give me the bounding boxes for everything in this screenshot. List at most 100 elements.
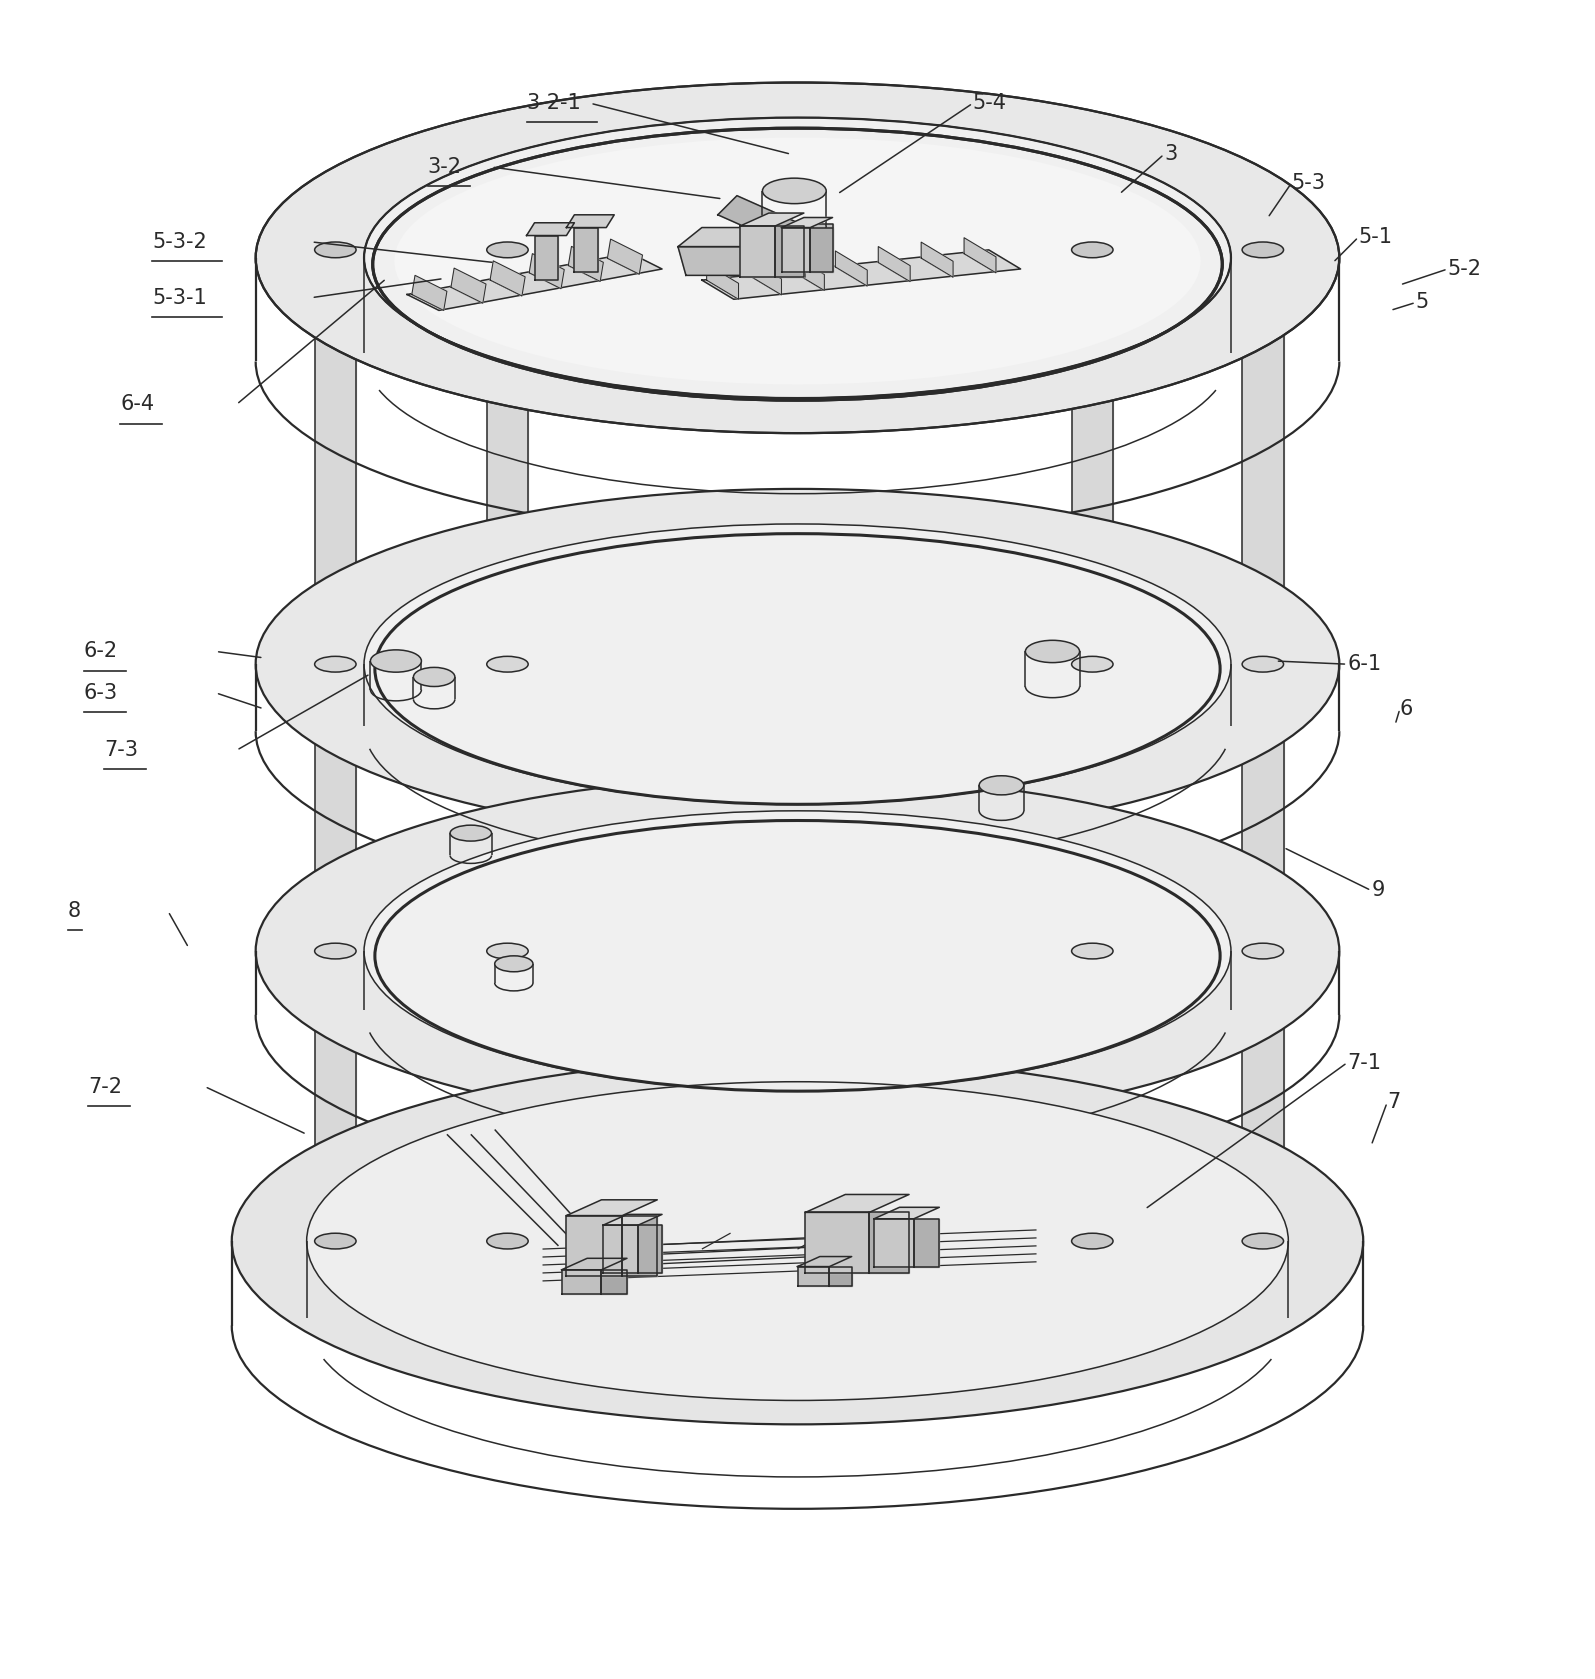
Ellipse shape <box>486 1232 528 1249</box>
Text: 7-1: 7-1 <box>1348 1053 1381 1073</box>
Polygon shape <box>702 250 1021 299</box>
Polygon shape <box>782 228 810 272</box>
Polygon shape <box>786 228 805 277</box>
Ellipse shape <box>486 944 528 959</box>
Text: 6-3: 6-3 <box>83 683 118 704</box>
Ellipse shape <box>494 955 533 972</box>
Polygon shape <box>608 238 643 274</box>
Ellipse shape <box>762 178 826 203</box>
Ellipse shape <box>255 776 1340 1127</box>
Polygon shape <box>530 254 565 289</box>
Polygon shape <box>805 1212 869 1273</box>
Text: 6-4: 6-4 <box>120 395 155 415</box>
Polygon shape <box>805 1194 909 1212</box>
Polygon shape <box>874 1219 914 1266</box>
Ellipse shape <box>231 1058 1364 1424</box>
Polygon shape <box>490 260 525 296</box>
Polygon shape <box>678 228 809 247</box>
Ellipse shape <box>486 656 528 672</box>
Text: 5-3: 5-3 <box>1292 173 1325 193</box>
Polygon shape <box>874 1207 939 1219</box>
Ellipse shape <box>255 489 1340 840</box>
Polygon shape <box>914 1219 939 1266</box>
Polygon shape <box>829 1266 852 1286</box>
Ellipse shape <box>1072 1232 1113 1249</box>
Polygon shape <box>561 1269 601 1295</box>
Polygon shape <box>601 1269 627 1295</box>
Polygon shape <box>486 250 528 1249</box>
Ellipse shape <box>1026 640 1080 663</box>
Polygon shape <box>740 213 804 227</box>
Polygon shape <box>798 1256 852 1266</box>
Ellipse shape <box>306 1081 1289 1400</box>
Ellipse shape <box>364 524 1231 804</box>
Text: 5-4: 5-4 <box>973 94 1006 112</box>
Polygon shape <box>678 247 790 275</box>
Polygon shape <box>707 264 738 299</box>
Ellipse shape <box>394 138 1201 384</box>
Polygon shape <box>412 275 447 311</box>
Text: 3: 3 <box>1164 144 1177 165</box>
Polygon shape <box>879 247 911 282</box>
Polygon shape <box>561 1258 627 1269</box>
Ellipse shape <box>1243 656 1284 672</box>
Polygon shape <box>638 1226 662 1273</box>
Text: 8: 8 <box>67 902 81 922</box>
Polygon shape <box>793 255 825 290</box>
Polygon shape <box>407 254 662 311</box>
Text: 7-3: 7-3 <box>104 740 139 761</box>
Polygon shape <box>963 238 995 272</box>
Text: 6-2: 6-2 <box>83 641 118 662</box>
Ellipse shape <box>364 811 1231 1091</box>
Ellipse shape <box>314 944 356 959</box>
Text: 7-2: 7-2 <box>88 1076 123 1096</box>
Polygon shape <box>798 1266 829 1286</box>
Polygon shape <box>568 247 603 282</box>
Polygon shape <box>566 215 614 228</box>
Polygon shape <box>869 1212 909 1273</box>
Polygon shape <box>810 228 833 272</box>
Ellipse shape <box>1243 1232 1284 1249</box>
Text: 5-3-1: 5-3-1 <box>152 287 207 307</box>
Ellipse shape <box>413 667 455 687</box>
Ellipse shape <box>370 650 421 672</box>
Text: 5: 5 <box>1416 292 1429 312</box>
Ellipse shape <box>314 242 356 259</box>
Polygon shape <box>740 227 775 277</box>
Ellipse shape <box>1243 944 1284 959</box>
Polygon shape <box>526 223 574 235</box>
Polygon shape <box>603 1226 638 1273</box>
Polygon shape <box>622 1216 657 1276</box>
Text: 3-2-1: 3-2-1 <box>526 94 581 112</box>
Polygon shape <box>574 228 598 272</box>
Text: 5-2: 5-2 <box>1448 259 1482 279</box>
Polygon shape <box>451 269 486 304</box>
Text: 3-2: 3-2 <box>427 158 463 176</box>
Text: 6: 6 <box>1400 698 1413 719</box>
Polygon shape <box>775 227 804 277</box>
Text: 5-1: 5-1 <box>1359 227 1392 247</box>
Ellipse shape <box>255 82 1340 433</box>
Text: 5-3-2: 5-3-2 <box>152 232 207 252</box>
Polygon shape <box>534 235 558 280</box>
Ellipse shape <box>486 242 528 259</box>
Ellipse shape <box>979 776 1024 794</box>
Ellipse shape <box>314 656 356 672</box>
Ellipse shape <box>364 118 1231 398</box>
Polygon shape <box>836 250 868 285</box>
Polygon shape <box>314 250 356 1249</box>
Ellipse shape <box>1072 656 1113 672</box>
Text: 7: 7 <box>1388 1093 1400 1113</box>
Text: 6-1: 6-1 <box>1348 655 1381 675</box>
Ellipse shape <box>1072 944 1113 959</box>
Ellipse shape <box>1243 242 1284 259</box>
Polygon shape <box>718 196 809 247</box>
Ellipse shape <box>314 1232 356 1249</box>
Polygon shape <box>813 225 833 272</box>
Polygon shape <box>566 1216 622 1276</box>
Text: 9: 9 <box>1372 880 1384 900</box>
Polygon shape <box>750 260 782 296</box>
Polygon shape <box>782 218 833 228</box>
Polygon shape <box>566 1200 657 1216</box>
Polygon shape <box>603 1214 662 1226</box>
